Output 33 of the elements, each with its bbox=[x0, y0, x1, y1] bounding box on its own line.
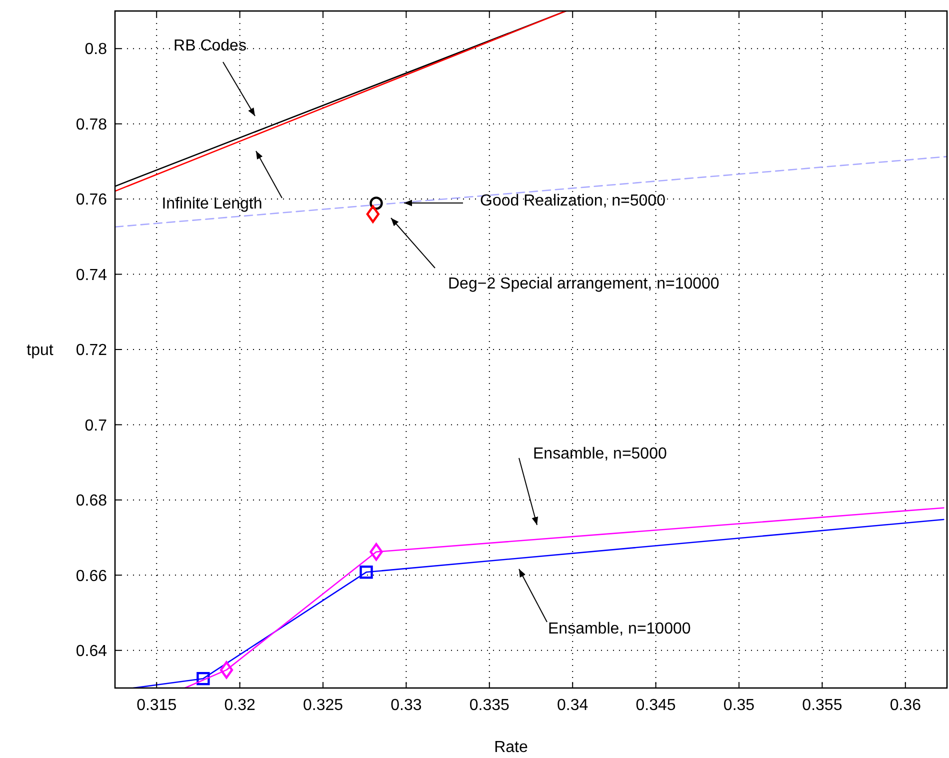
y-axis-title: tput bbox=[26, 342, 54, 360]
x-tick-label: 0.34 bbox=[557, 697, 588, 714]
annotation: Ensamble, n=5000 bbox=[533, 446, 667, 463]
y-tick-label: 0.66 bbox=[76, 568, 108, 585]
y-tick-label: 0.76 bbox=[76, 192, 108, 209]
x-tick-label: 0.335 bbox=[469, 697, 510, 714]
point bbox=[360, 566, 373, 579]
x-tick-label: 0.36 bbox=[890, 697, 922, 714]
y-tick-label: 0.7 bbox=[84, 417, 108, 434]
y-tick-label: 0.78 bbox=[76, 116, 108, 134]
x-axis-title: Rate bbox=[494, 739, 528, 756]
x-tick-label: 0.315 bbox=[136, 697, 177, 714]
annotation: Ensamble, n=10000 bbox=[548, 620, 691, 638]
x-tick-label: 0.32 bbox=[224, 697, 256, 714]
x-tick-label: 0.355 bbox=[802, 697, 842, 714]
annotation: Deg−2 Special arrangement, n=10000 bbox=[448, 276, 720, 293]
annotation: Infinite Length bbox=[162, 196, 262, 213]
y-tick-label: 0.68 bbox=[76, 492, 108, 510]
y-tick-label: 0.74 bbox=[76, 266, 108, 284]
point bbox=[370, 543, 383, 561]
annotation: RB Codes bbox=[174, 38, 246, 55]
y-tick-label: 0.72 bbox=[76, 342, 108, 360]
x-tick-label: 0.325 bbox=[302, 697, 344, 714]
x-tick-label: 0.35 bbox=[723, 697, 755, 714]
y-tick-label: 0.8 bbox=[84, 41, 108, 58]
point bbox=[220, 661, 234, 679]
point bbox=[366, 205, 380, 223]
point bbox=[196, 672, 210, 686]
x-tick-label: 0.345 bbox=[636, 697, 676, 714]
x-tick-label: 0.33 bbox=[390, 697, 422, 714]
point bbox=[370, 196, 383, 210]
y-tick-label: 0.64 bbox=[76, 642, 108, 660]
annotation: Good Realization, n=5000 bbox=[480, 192, 666, 210]
